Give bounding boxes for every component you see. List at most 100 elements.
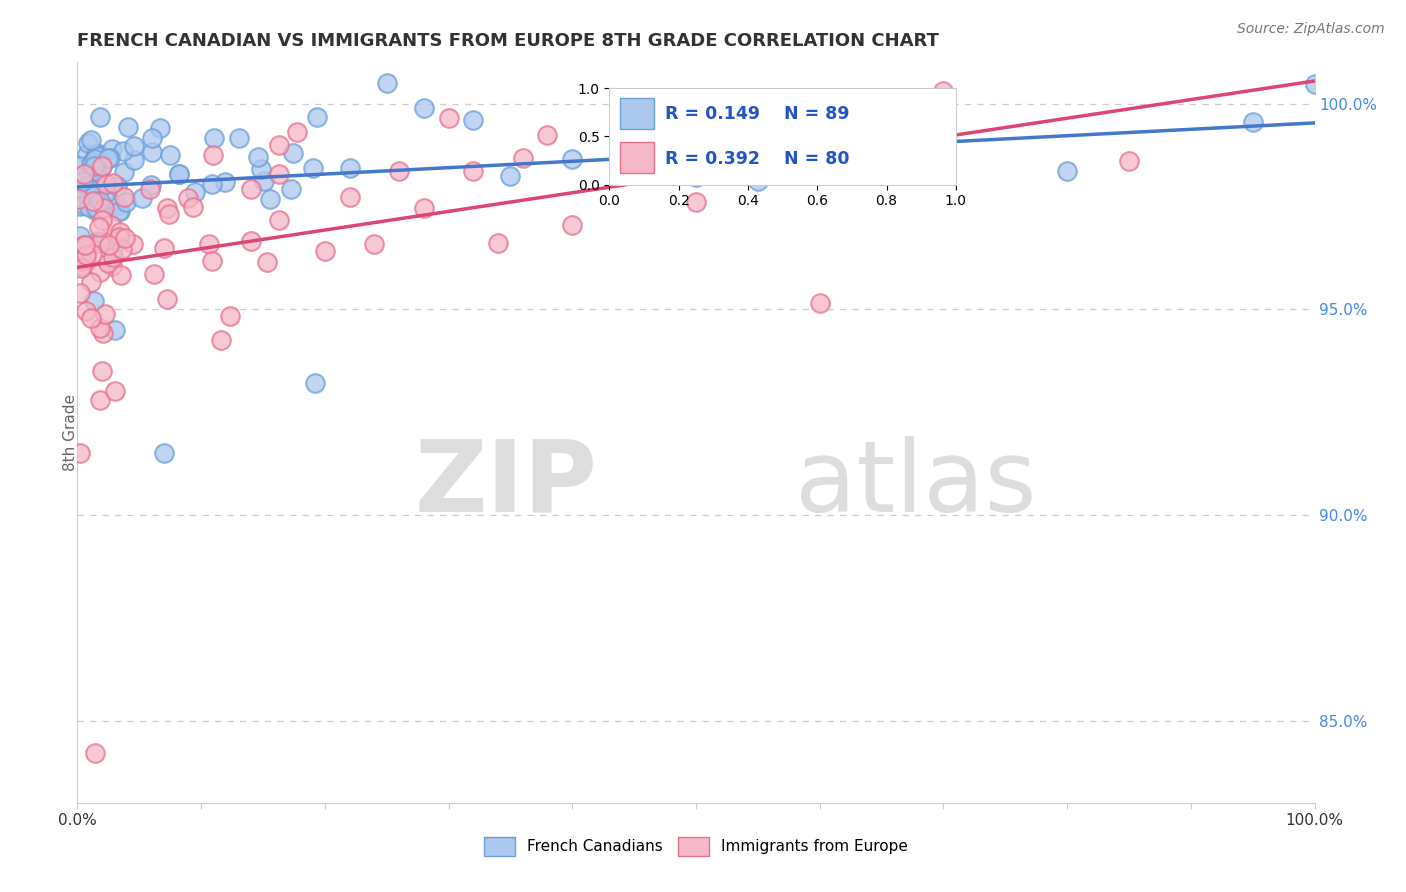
Point bbox=[314, 244, 336, 258]
Point bbox=[70, 181, 93, 195]
Point bbox=[463, 163, 485, 178]
Point bbox=[169, 167, 191, 181]
Point bbox=[90, 180, 112, 194]
Point bbox=[536, 128, 558, 142]
Point bbox=[91, 364, 114, 378]
Point bbox=[114, 231, 136, 245]
Point bbox=[86, 164, 108, 178]
Point bbox=[103, 176, 125, 190]
Point bbox=[138, 182, 160, 196]
Point bbox=[141, 145, 163, 159]
Point bbox=[339, 190, 361, 204]
Point bbox=[1118, 154, 1140, 169]
Point bbox=[184, 185, 207, 199]
Point bbox=[932, 84, 955, 98]
Point bbox=[82, 155, 104, 169]
Point bbox=[69, 228, 91, 243]
Point bbox=[122, 237, 145, 252]
Point bbox=[228, 131, 250, 145]
Point bbox=[108, 225, 131, 239]
Point bbox=[149, 120, 172, 135]
Point bbox=[82, 194, 104, 209]
Point bbox=[141, 130, 163, 145]
Text: atlas: atlas bbox=[794, 436, 1036, 533]
Point bbox=[388, 163, 411, 178]
Point bbox=[747, 174, 769, 188]
Point bbox=[240, 235, 263, 249]
Point bbox=[89, 194, 111, 208]
Point bbox=[110, 268, 132, 282]
Text: FRENCH CANADIAN VS IMMIGRANTS FROM EUROPE 8TH GRADE CORRELATION CHART: FRENCH CANADIAN VS IMMIGRANTS FROM EUROP… bbox=[77, 32, 939, 50]
Point bbox=[209, 333, 232, 347]
Point bbox=[80, 154, 103, 169]
Point bbox=[90, 159, 112, 173]
Point bbox=[111, 242, 134, 256]
Point bbox=[75, 303, 97, 318]
Point bbox=[156, 201, 179, 215]
Text: ZIP: ZIP bbox=[415, 436, 598, 533]
Point bbox=[80, 311, 103, 326]
Point bbox=[281, 146, 304, 161]
Point bbox=[202, 130, 225, 145]
Point bbox=[75, 182, 97, 196]
Legend: French Canadians, Immigrants from Europe: French Canadians, Immigrants from Europe bbox=[478, 831, 914, 862]
Point bbox=[100, 142, 122, 156]
Point bbox=[159, 148, 181, 162]
Point bbox=[685, 169, 707, 184]
Text: Source: ZipAtlas.com: Source: ZipAtlas.com bbox=[1237, 22, 1385, 37]
Point bbox=[83, 188, 105, 202]
Point bbox=[73, 168, 96, 182]
Point bbox=[122, 138, 145, 153]
Point bbox=[83, 152, 105, 166]
Point bbox=[302, 161, 325, 175]
Point bbox=[97, 256, 120, 270]
Point bbox=[101, 242, 124, 256]
Point bbox=[94, 186, 117, 201]
Point bbox=[1241, 115, 1264, 129]
Point bbox=[77, 239, 100, 253]
Point bbox=[84, 747, 107, 761]
Point bbox=[105, 179, 128, 194]
Point bbox=[304, 376, 326, 391]
Point bbox=[250, 161, 273, 176]
Point bbox=[499, 169, 522, 183]
Point bbox=[89, 265, 111, 279]
Point bbox=[69, 159, 91, 173]
Point bbox=[73, 238, 96, 252]
Point bbox=[111, 144, 134, 158]
Point bbox=[486, 236, 509, 251]
Point bbox=[101, 259, 124, 273]
Point bbox=[512, 152, 534, 166]
Point bbox=[153, 446, 176, 460]
Point bbox=[80, 164, 103, 178]
Point bbox=[808, 164, 831, 178]
Point bbox=[86, 185, 108, 199]
Point bbox=[90, 160, 112, 174]
Point bbox=[97, 151, 120, 165]
Point bbox=[87, 147, 110, 161]
Point bbox=[412, 101, 434, 115]
Point bbox=[110, 204, 132, 219]
Y-axis label: 8th Grade: 8th Grade bbox=[63, 394, 77, 471]
Point bbox=[70, 261, 93, 276]
Point bbox=[269, 213, 291, 227]
Point bbox=[93, 201, 115, 215]
Point bbox=[72, 174, 94, 188]
Point bbox=[363, 237, 385, 252]
Point bbox=[114, 194, 136, 209]
Point bbox=[83, 159, 105, 173]
Point bbox=[561, 152, 583, 166]
Point bbox=[112, 165, 135, 179]
Point bbox=[169, 167, 191, 181]
Point bbox=[75, 250, 97, 264]
Point bbox=[80, 276, 103, 290]
Point bbox=[285, 125, 308, 139]
Point bbox=[201, 177, 224, 191]
Point bbox=[100, 218, 122, 232]
Point bbox=[80, 158, 103, 172]
Point bbox=[69, 199, 91, 213]
Point bbox=[932, 138, 955, 153]
Point bbox=[156, 292, 179, 306]
Point bbox=[89, 392, 111, 407]
Point bbox=[93, 175, 115, 189]
